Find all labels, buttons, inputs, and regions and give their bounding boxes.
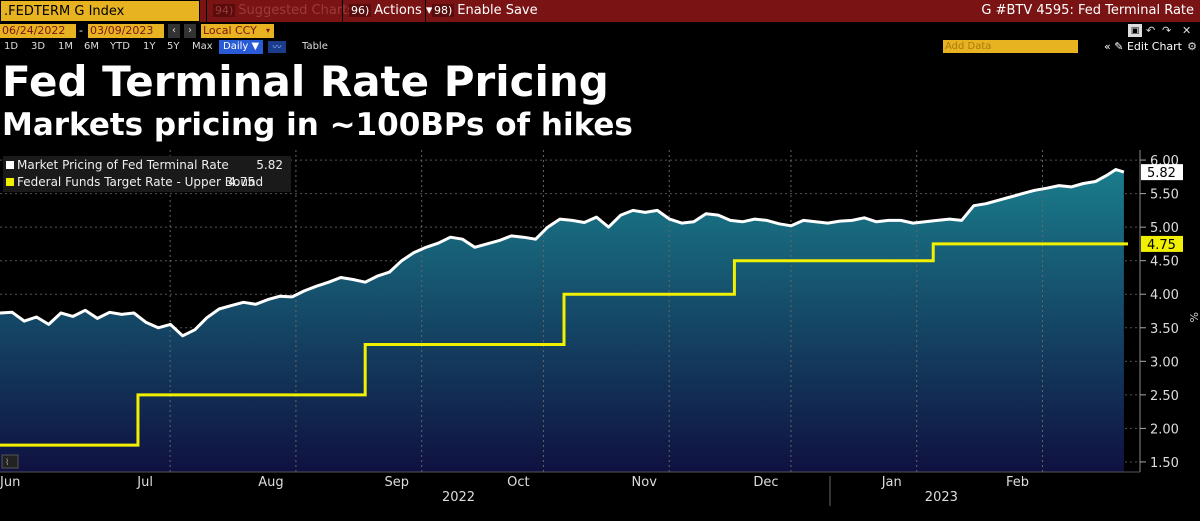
enable-save-label: Enable Save bbox=[457, 3, 538, 18]
edit-chart-button[interactable]: « ✎ Edit Chart bbox=[1104, 40, 1182, 53]
vertical-gridlines bbox=[169, 150, 1044, 472]
y-tick-label: 1.50 bbox=[1150, 456, 1179, 471]
period-ytd[interactable]: YTD bbox=[110, 41, 130, 52]
settings-icon[interactable]: ⚙ bbox=[1187, 40, 1197, 53]
x-axis-labels: Jun Jul Aug Sep Oct Nov Dec Jan Feb 2022 2023 bbox=[0, 475, 1029, 506]
x-month-label: Aug bbox=[258, 475, 283, 490]
period-row: 1D 3D 1M 6M YTD 1Y 5Y Max Daily ▼ 〰 Tabl… bbox=[0, 40, 1200, 54]
legend-label: Market Pricing of Fed Terminal Rate bbox=[17, 158, 229, 172]
legend-swatch-white bbox=[6, 161, 14, 169]
period-6m[interactable]: 6M bbox=[84, 41, 99, 52]
period-max[interactable]: Max bbox=[192, 41, 213, 52]
table-button[interactable]: Table bbox=[302, 41, 328, 52]
x-year-label: 2023 bbox=[925, 490, 958, 505]
redo-icon[interactable]: ↷ bbox=[1162, 24, 1172, 37]
y-tick-label: 2.00 bbox=[1150, 422, 1179, 437]
x-year-label: 2022 bbox=[442, 490, 475, 505]
period-1d[interactable]: 1D bbox=[4, 41, 19, 52]
window-title: G #BTV 4595: Fed Terminal Rate bbox=[981, 3, 1194, 18]
close-icon[interactable]: ✕ bbox=[1182, 24, 1192, 37]
enable-save-number: 98) bbox=[432, 4, 455, 17]
top-toolbar: .FEDTERM G Index 94) Suggested Charts 96)… bbox=[0, 0, 1200, 22]
legend-value: 5.82 bbox=[256, 158, 283, 172]
market-pricing-area bbox=[0, 169, 1124, 472]
y-axis-ticks: 6.005.505.004.504.003.503.002.502.001.50 bbox=[1140, 154, 1179, 471]
y-tick-label: 3.00 bbox=[1150, 355, 1179, 370]
currency-dropdown-icon[interactable]: ▾ bbox=[262, 24, 274, 38]
enable-save-button[interactable]: 98) Enable Save bbox=[425, 0, 544, 22]
y-tick-label: 5.00 bbox=[1150, 221, 1179, 236]
last-value-text-yellow: 4.75 bbox=[1147, 238, 1176, 253]
fed-funds-upper-bound-line bbox=[0, 242, 1128, 447]
period-5y[interactable]: 5Y bbox=[167, 41, 180, 52]
last-value-text-white: 5.82 bbox=[1147, 166, 1176, 181]
period-3d[interactable]: 3D bbox=[31, 41, 46, 52]
legend-label: Federal Funds Target Rate - Upper Bound bbox=[17, 175, 264, 189]
start-date-field[interactable]: 06/24/2022 bbox=[0, 24, 76, 38]
undo-icon[interactable]: ↶ bbox=[1146, 24, 1156, 37]
chart-area: 6.005.505.004.504.003.503.002.502.001.50… bbox=[0, 150, 1200, 506]
x-month-label: Jun bbox=[0, 475, 20, 490]
legend-item-market-pricing[interactable]: Market Pricing of Fed Terminal Rate 5.82 bbox=[3, 157, 291, 173]
legend-value: 4.75 bbox=[228, 175, 255, 189]
line-chart-icon[interactable]: 〰 bbox=[268, 41, 286, 53]
period-1m[interactable]: 1M bbox=[58, 41, 73, 52]
x-month-label: Oct bbox=[507, 475, 529, 490]
last-value-badge-white bbox=[1141, 164, 1183, 181]
ticker-field[interactable]: .FEDTERM G Index bbox=[0, 0, 200, 22]
x-month-label: Jul bbox=[136, 475, 153, 490]
chart-type-icon[interactable] bbox=[1, 454, 19, 469]
suggested-charts-number: 94) bbox=[213, 4, 236, 17]
actions-label: Actions ▾ bbox=[374, 3, 433, 18]
y-tick-label: 5.50 bbox=[1150, 188, 1179, 203]
suggested-charts-button[interactable]: 94) Suggested Charts bbox=[206, 0, 360, 22]
chart-type-glyph: ⌇ bbox=[5, 457, 9, 468]
x-month-label: Nov bbox=[632, 475, 658, 490]
prev-period-icon[interactable]: ‹ bbox=[168, 24, 180, 38]
page-title: Fed Terminal Rate Pricing bbox=[2, 57, 609, 106]
actions-button[interactable]: 96) Actions ▾ bbox=[342, 0, 438, 22]
y-tick-label: 4.00 bbox=[1150, 288, 1179, 303]
add-data-input[interactable]: Add Data bbox=[943, 40, 1078, 53]
last-value-badge-yellow bbox=[1141, 235, 1183, 252]
date-dash: - bbox=[79, 24, 83, 37]
suggested-charts-label: Suggested Charts bbox=[238, 3, 355, 18]
legend-swatch-yellow bbox=[6, 178, 14, 186]
y-axis-unit: % bbox=[1187, 312, 1200, 322]
chart-legend: Market Pricing of Fed Terminal Rate 5.82… bbox=[3, 156, 291, 192]
market-pricing-line bbox=[0, 168, 1125, 338]
x-month-label: Sep bbox=[384, 475, 409, 490]
x-month-label: Feb bbox=[1006, 475, 1029, 490]
date-range-row: 06/24/2022 - 03/09/2023 ‹ › Local CCY ▾ … bbox=[0, 24, 1200, 38]
window-icon[interactable]: ▣ bbox=[1128, 24, 1142, 37]
currency-select[interactable]: Local CCY bbox=[201, 24, 263, 38]
period-1y[interactable]: 1Y bbox=[143, 41, 156, 52]
y-tick-label: 3.50 bbox=[1150, 322, 1179, 337]
frequency-select[interactable]: Daily ▼ bbox=[219, 40, 264, 54]
actions-number: 96) bbox=[349, 4, 372, 17]
x-month-label: Jan bbox=[881, 475, 902, 490]
last-value-labels: 5.82 4.75 bbox=[1141, 164, 1183, 253]
page-subtitle: Markets pricing in ~100BPs of hikes bbox=[2, 107, 633, 143]
y-tick-label: 2.50 bbox=[1150, 389, 1179, 404]
y-tick-label: 4.50 bbox=[1150, 255, 1179, 270]
legend-item-fed-funds[interactable]: Federal Funds Target Rate - Upper Bound … bbox=[3, 174, 291, 190]
end-date-field[interactable]: 03/09/2023 bbox=[88, 24, 164, 38]
x-month-label: Dec bbox=[753, 475, 778, 490]
next-period-icon[interactable]: › bbox=[184, 24, 196, 38]
bottom-strip bbox=[0, 508, 1200, 521]
